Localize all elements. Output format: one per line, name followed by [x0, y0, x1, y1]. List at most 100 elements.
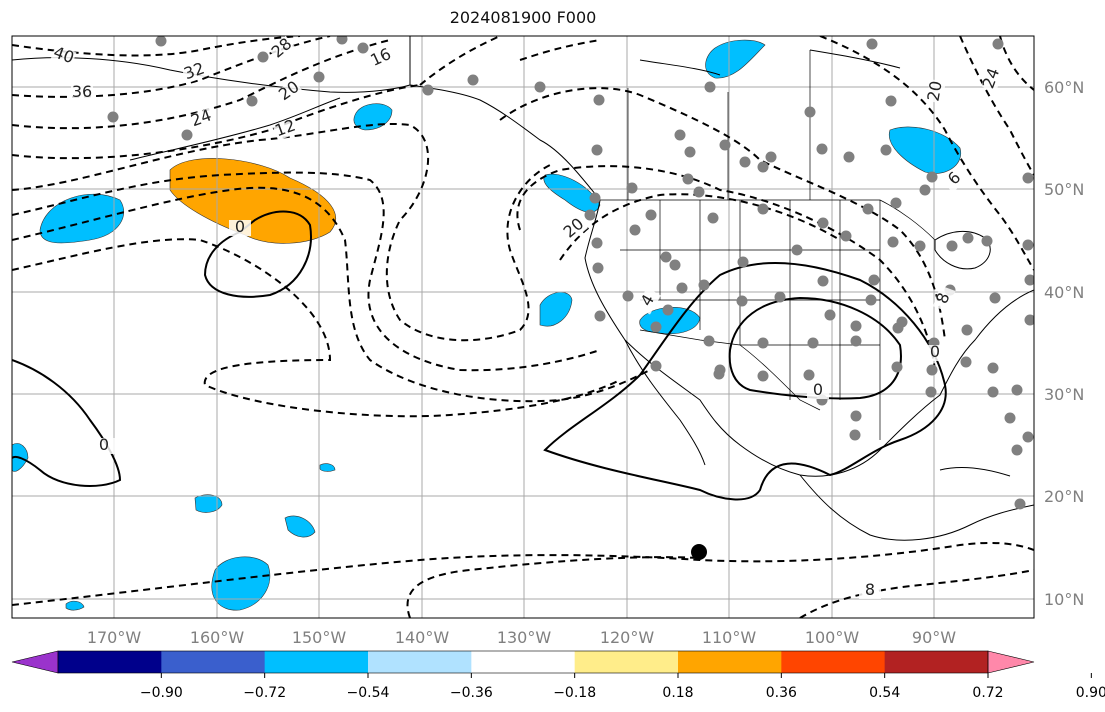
- station-dot: [992, 38, 1004, 50]
- station-dot: [645, 209, 657, 221]
- contour-dashed: [419, 36, 601, 86]
- station-dot: [626, 182, 638, 194]
- longitude-label: 150°W: [292, 628, 347, 647]
- negative-anomaly-area: [211, 556, 271, 611]
- station-dot: [703, 335, 715, 347]
- station-dot: [791, 244, 803, 256]
- latitude-label: 50°N: [1044, 180, 1084, 199]
- station-dot: [757, 161, 769, 173]
- contour-label-bg: [276, 78, 304, 105]
- station-dot: [914, 240, 926, 252]
- coastline-great-lakes: [934, 231, 991, 270]
- station-dot: [313, 71, 325, 83]
- station-dot: [737, 256, 749, 268]
- colorbar-segment: [471, 651, 576, 673]
- station-dot: [336, 36, 348, 45]
- contour-label-bg: [50, 44, 77, 68]
- map-title: 2024081900 F000: [449, 8, 597, 27]
- coastline-north-america: [409, 36, 1034, 477]
- contour-dashed: [12, 39, 391, 130]
- station-dot: [714, 364, 726, 376]
- station-dot: [865, 294, 877, 306]
- contour-dashed: [959, 36, 1034, 176]
- station-dot: [558, 18, 569, 29]
- station-dot: [774, 291, 786, 303]
- colorbar-tick-label: 0.90: [1076, 685, 1105, 701]
- storm-center-marker: [691, 544, 707, 560]
- station-dot: [962, 232, 974, 244]
- contour-label-bg: [188, 107, 215, 131]
- colorbar-tick-label: 0.72: [972, 685, 1003, 701]
- station-dot: [807, 337, 819, 349]
- station-dot: [850, 320, 862, 332]
- station-dot: [1024, 314, 1034, 326]
- longitude-label: 120°W: [600, 628, 655, 647]
- station-dot: [850, 410, 862, 422]
- station-dot: [1011, 444, 1023, 456]
- station-dot: [707, 212, 719, 224]
- station-dot: [824, 309, 836, 321]
- contour-label-bg: [229, 220, 251, 236]
- station-dot: [593, 94, 605, 106]
- station-dot: [885, 95, 897, 107]
- contour-label: 0: [99, 435, 109, 454]
- station-dot: [1004, 412, 1016, 424]
- station-dot: [804, 106, 816, 118]
- colorbar-tick-label: −0.90: [140, 685, 183, 701]
- negative-anomaly-area: [888, 126, 962, 174]
- colorbar: [11, 650, 1035, 674]
- station-dot: [650, 360, 662, 372]
- station-dot: [757, 337, 769, 349]
- colorbar-tick-label: −0.54: [347, 685, 390, 701]
- contour-solid: [12, 359, 122, 487]
- station-dot: [629, 224, 641, 236]
- longitude-labels: 170°W 160°W 150°W 140°W 130°W 120°W 110°W 100°W…: [87, 628, 956, 647]
- station-dot: [1024, 274, 1034, 286]
- longitude-label: 160°W: [190, 628, 245, 647]
- station-dot: [816, 143, 828, 155]
- colorbar-tick-label: 0.54: [869, 685, 900, 701]
- station-dot: [594, 310, 606, 322]
- station-dot: [257, 51, 269, 63]
- contour-label-bg: [636, 287, 661, 315]
- colorbar-segment: [574, 651, 679, 673]
- contour-dashed: [559, 193, 841, 261]
- contour-dashed: [12, 171, 601, 372]
- longitude-label: 90°W: [912, 628, 956, 647]
- station-dot: [736, 295, 748, 307]
- contour-label-bg: [71, 85, 93, 101]
- colorbar-max-extend: [987, 650, 1035, 674]
- colorbar-segment: [368, 651, 472, 673]
- contour-label: 20: [923, 79, 945, 102]
- station-dot: [422, 84, 434, 96]
- positive-anomaly-area: [169, 158, 336, 244]
- negative-anomaly-area: [65, 600, 85, 611]
- station-dot: [467, 74, 479, 86]
- station-dot: [704, 81, 716, 93]
- station-dot: [660, 251, 672, 263]
- station-dot: [925, 386, 937, 398]
- contour-label-bg: [924, 345, 946, 361]
- longitude-label: 100°W: [805, 628, 860, 647]
- contour-dashed: [12, 84, 421, 160]
- station-dot: [674, 129, 686, 141]
- colorbar-segment: [58, 651, 162, 673]
- station-dot: [843, 151, 855, 163]
- shaded-fields: [12, 39, 962, 611]
- contour-label-bg: [272, 117, 299, 141]
- longitude-label: 140°W: [395, 628, 450, 647]
- longitude-label: 170°W: [87, 628, 142, 647]
- station-dot: [591, 144, 603, 156]
- contour-label-bg: [807, 383, 829, 399]
- colorbar-tick-label: −0.36: [450, 685, 493, 701]
- station-dot: [1011, 384, 1023, 396]
- contour-label-bg: [93, 438, 115, 454]
- contour-dashed: [499, 87, 946, 341]
- colorbar-tick-label: −0.72: [243, 685, 286, 701]
- latitude-label: 30°N: [1044, 385, 1084, 404]
- station-dot: [987, 362, 999, 374]
- station-dot: [849, 429, 861, 441]
- station-dot: [622, 290, 634, 302]
- station-dot: [592, 262, 604, 274]
- colorbar-segment: [264, 651, 369, 673]
